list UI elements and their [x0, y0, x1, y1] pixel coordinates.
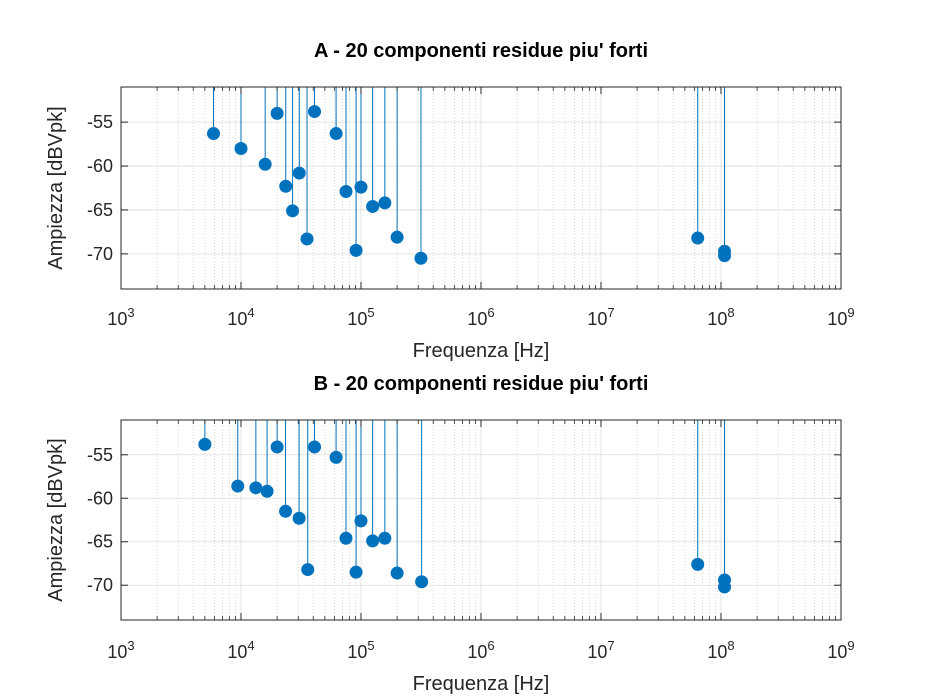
stem-marker [286, 204, 300, 218]
x-tick-label: 109 [827, 638, 854, 662]
x-tick-label: 104 [227, 305, 254, 329]
tick-marks [120, 87, 842, 289]
stem-marker [366, 534, 380, 548]
stem-marker [339, 531, 353, 545]
y-tick-label: -65 [87, 532, 113, 552]
stem-marker [349, 565, 363, 579]
stem-marker [308, 105, 322, 119]
stem-marker [301, 563, 315, 577]
stem-marker [414, 251, 428, 265]
stem-marker [718, 580, 732, 594]
subplot-b: B - 20 componenti residue piu' forti -55… [45, 373, 855, 695]
stem-marker [339, 185, 353, 199]
stem-marker [378, 196, 392, 210]
x-tick-label: 108 [707, 638, 734, 662]
grid [120, 420, 842, 620]
y-tick-label: -65 [87, 200, 113, 220]
y-axis-label: Ampiezza [dBVpk] [45, 106, 67, 269]
y-tick-label: -70 [87, 244, 113, 264]
stem-marker [258, 157, 272, 171]
x-axis-label: Frequenza [Hz] [413, 673, 550, 695]
y-tick-label: -60 [87, 488, 113, 508]
stem-marker [691, 557, 705, 571]
y-tick-labels: -55 -60 -65 -70 [87, 445, 113, 595]
stem-marker [292, 166, 306, 180]
stem-marker [390, 230, 404, 244]
stem-marker [349, 243, 363, 257]
stem-marker [260, 484, 274, 498]
subplot-a: A - 20 componenti residue piu' forti -55… [45, 40, 855, 362]
stem-marker [308, 440, 322, 454]
y-axis-label: Ampiezza [dBVpk] [45, 438, 67, 601]
stem-marker [231, 479, 245, 493]
y-tick-labels: -55 -60 -65 -70 [87, 112, 113, 264]
stem-marker [300, 232, 314, 246]
stem-marker [270, 106, 284, 120]
stem-marker [249, 481, 263, 495]
stem-series [198, 420, 732, 594]
plot-title: B - 20 componenti residue piu' forti [314, 373, 649, 395]
stem-marker [354, 180, 368, 194]
x-tick-label: 108 [707, 305, 734, 329]
x-tick-label: 103 [107, 638, 134, 662]
stem-marker [691, 231, 705, 245]
y-tick-label: -60 [87, 156, 113, 176]
y-tick-label: -55 [87, 445, 113, 465]
stem-marker [198, 437, 212, 451]
y-tick-label: -55 [87, 112, 113, 132]
stem-marker [329, 450, 343, 464]
stem-marker [270, 440, 284, 454]
stem-marker [329, 127, 343, 141]
x-tick-label: 106 [467, 305, 494, 329]
stem-marker [366, 199, 380, 213]
x-tick-label: 105 [347, 305, 374, 329]
stem-marker [354, 514, 368, 528]
stem-marker [390, 566, 404, 580]
plot-title: A - 20 componenti residue piu' forti [314, 40, 648, 62]
stem-marker [415, 575, 429, 589]
stem-marker [292, 511, 306, 525]
x-tick-label: 104 [227, 638, 254, 662]
stem-marker [378, 531, 392, 545]
x-tick-labels: 103 104 105 106 107 108 109 [107, 638, 854, 662]
x-tick-labels: 103 104 105 106 107 108 109 [107, 305, 854, 329]
x-tick-label: 106 [467, 638, 494, 662]
stem-marker [718, 249, 732, 263]
x-tick-label: 103 [107, 305, 134, 329]
x-tick-label: 105 [347, 638, 374, 662]
y-tick-label: -70 [87, 575, 113, 595]
x-tick-label: 109 [827, 305, 854, 329]
stem-series [207, 87, 732, 265]
x-tick-label: 107 [587, 305, 614, 329]
x-tick-label: 107 [587, 638, 614, 662]
stem-marker [234, 141, 248, 155]
stem-marker [207, 127, 221, 141]
x-axis-label: Frequenza [Hz] [413, 340, 550, 362]
tick-marks [120, 420, 842, 620]
stem-marker [279, 504, 293, 518]
stem-marker [279, 179, 293, 193]
